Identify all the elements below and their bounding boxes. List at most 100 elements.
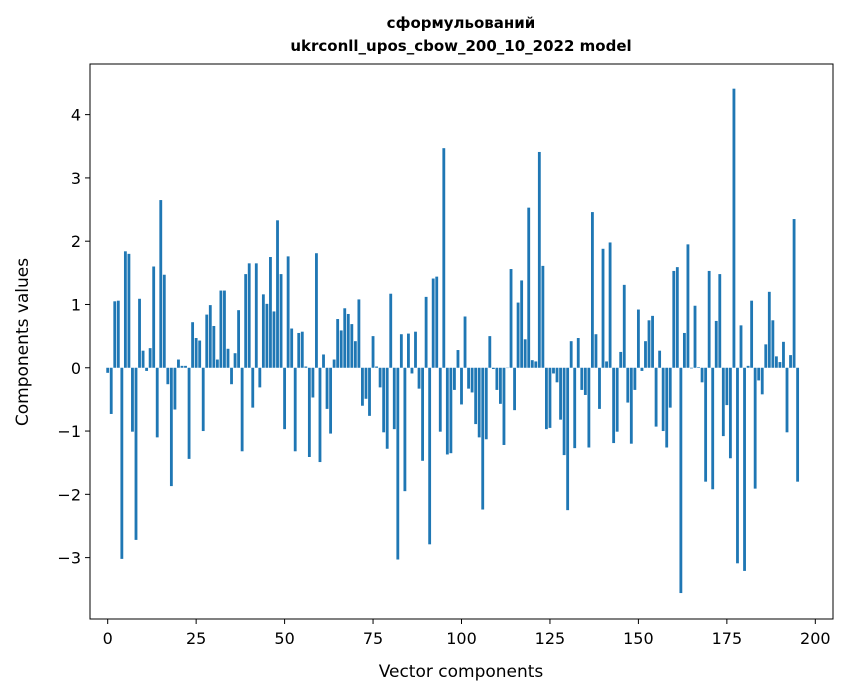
bar-81 xyxy=(392,367,396,430)
bar-123 xyxy=(541,265,545,368)
bar-173 xyxy=(718,274,722,368)
chart-subtitle: ukrconll_upos_cbow_200_10_2022 model xyxy=(290,37,631,55)
bar-120 xyxy=(530,360,534,368)
x-tick-label: 0 xyxy=(103,629,113,648)
bar-62 xyxy=(325,367,329,409)
bar-77 xyxy=(378,367,382,388)
bar-41 xyxy=(251,367,255,408)
bar-129 xyxy=(562,367,566,456)
bar-29 xyxy=(208,305,212,368)
bar-145 xyxy=(619,351,623,368)
bar-155 xyxy=(654,367,658,427)
bar-30 xyxy=(212,326,216,368)
bar-93 xyxy=(435,276,439,368)
bar-1 xyxy=(109,367,113,414)
bar-90 xyxy=(424,296,428,368)
bar-36 xyxy=(233,353,237,368)
bar-114 xyxy=(509,269,513,368)
x-tick-label: 200 xyxy=(800,629,831,648)
bar-191 xyxy=(782,341,785,368)
bar-37 xyxy=(237,310,241,368)
bar-86 xyxy=(410,367,414,374)
bar-177 xyxy=(732,88,736,368)
bar-144 xyxy=(615,367,619,432)
bar-82 xyxy=(396,367,400,560)
bar-2 xyxy=(113,301,117,368)
bar-139 xyxy=(598,367,601,409)
bar-38 xyxy=(240,367,244,452)
bar-34 xyxy=(226,348,230,368)
y-tick-label: −2 xyxy=(57,485,81,504)
bar-91 xyxy=(428,367,432,545)
bar-58 xyxy=(311,367,315,398)
bar-78 xyxy=(382,367,386,433)
bar-51 xyxy=(286,256,290,368)
bar-46 xyxy=(269,257,272,368)
bar-24 xyxy=(191,322,195,368)
bar-84 xyxy=(403,367,407,492)
bar-122 xyxy=(537,151,541,368)
y-tick-label: −3 xyxy=(57,549,81,568)
bar-65 xyxy=(336,319,340,368)
bar-4 xyxy=(120,367,124,559)
bar-67 xyxy=(343,308,347,368)
bar-128 xyxy=(559,367,562,420)
bar-61 xyxy=(322,354,325,368)
bar-195 xyxy=(796,367,800,482)
bar-63 xyxy=(329,367,333,434)
bar-44 xyxy=(261,294,265,368)
bar-39 xyxy=(244,274,248,368)
bar-50 xyxy=(283,367,287,430)
bar-170 xyxy=(707,270,711,368)
bar-59 xyxy=(315,253,318,368)
bar-160 xyxy=(672,270,676,368)
x-tick-label: 50 xyxy=(274,629,294,648)
bar-28 xyxy=(205,314,209,368)
bar-10 xyxy=(141,350,145,368)
y-tick-label: 3 xyxy=(71,169,81,188)
bar-74 xyxy=(368,367,371,416)
bar-176 xyxy=(728,367,732,459)
x-axis-ticks: 0 25 50 75 100 125 150 175 200 xyxy=(103,619,831,648)
bar-116 xyxy=(516,302,520,368)
bar-192 xyxy=(785,367,789,433)
bar-54 xyxy=(297,332,301,368)
bar-22 xyxy=(184,365,187,368)
bar-169 xyxy=(704,367,708,482)
bar-154 xyxy=(651,315,654,368)
bar-107 xyxy=(484,367,488,440)
bar-104 xyxy=(474,367,478,425)
bar-158 xyxy=(665,367,669,448)
chart-title: сформульований xyxy=(387,14,536,32)
bar-14 xyxy=(155,367,159,438)
bar-187 xyxy=(767,291,771,368)
bar-174 xyxy=(721,367,725,437)
bar-171 xyxy=(711,367,715,490)
bar-25 xyxy=(194,338,198,368)
bar-83 xyxy=(399,334,403,368)
bar-159 xyxy=(668,367,672,408)
bar-97 xyxy=(449,367,453,454)
bar-3 xyxy=(116,300,120,368)
bar-168 xyxy=(700,367,704,383)
bar-45 xyxy=(265,303,269,368)
bar-26 xyxy=(198,340,202,368)
bar-152 xyxy=(644,341,647,368)
bar-138 xyxy=(594,334,598,368)
y-tick-label: 4 xyxy=(71,106,81,125)
bar-164 xyxy=(686,244,690,368)
bar-193 xyxy=(789,355,792,368)
bar-149 xyxy=(633,367,637,390)
bar-12 xyxy=(148,348,152,368)
bar-98 xyxy=(453,367,456,390)
bar-163 xyxy=(682,332,686,368)
bar-87 xyxy=(414,331,417,368)
bar-66 xyxy=(339,330,343,368)
bar-99 xyxy=(456,350,460,368)
bar-194 xyxy=(792,219,796,368)
bar-184 xyxy=(757,367,761,381)
bar-124 xyxy=(545,367,548,430)
bar-190 xyxy=(778,362,782,368)
bar-180 xyxy=(743,367,746,571)
